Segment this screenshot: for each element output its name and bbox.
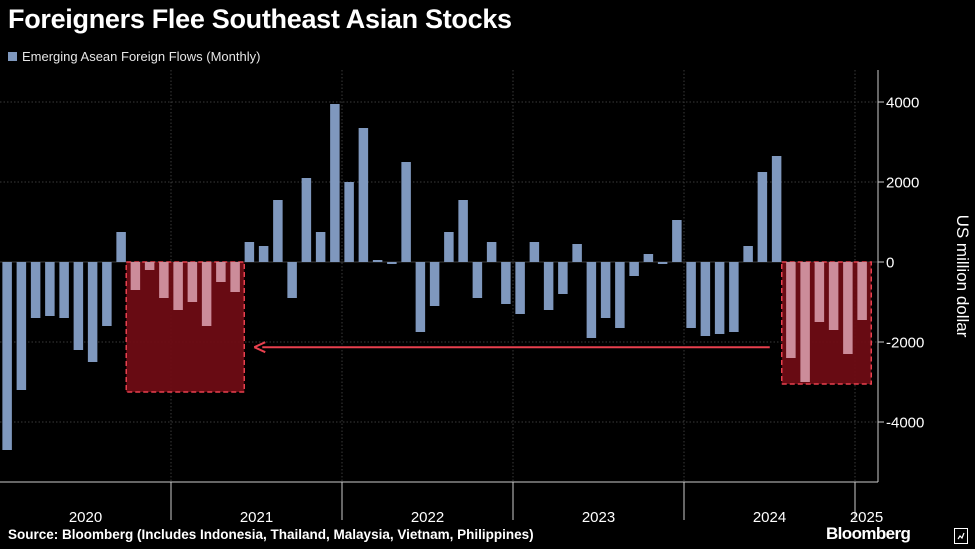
bar: [444, 232, 454, 262]
highlight-box: [781, 261, 872, 385]
bar: [828, 262, 839, 330]
bar: [358, 128, 369, 262]
y-tick-label: 0: [886, 255, 894, 272]
bar: [344, 182, 354, 262]
bar: [515, 262, 525, 314]
bar: [244, 242, 255, 262]
bar: [786, 262, 796, 358]
bar: [387, 262, 397, 264]
bloomberg-mark-icon: [954, 528, 968, 544]
x-year-label: 2022: [411, 509, 444, 526]
bars: [2, 104, 867, 450]
bar: [258, 246, 269, 262]
legend-swatch: [8, 52, 17, 61]
bar: [116, 232, 126, 262]
bar: [59, 262, 69, 318]
bar: [30, 262, 41, 318]
chart-title: Foreigners Flee Southeast Asian Stocks: [8, 4, 512, 34]
bar: [73, 262, 84, 350]
legend-label: Emerging Asean Foreign Flows (Monthly): [22, 49, 261, 64]
bar: [529, 242, 540, 262]
bar: [87, 262, 98, 362]
bar: [586, 262, 597, 338]
bar: [273, 200, 283, 262]
bar: [401, 162, 411, 262]
bar: [2, 262, 12, 450]
bar: [714, 262, 725, 334]
y-axis-label: US million dollar: [953, 215, 972, 338]
annotations: [253, 341, 770, 354]
x-year-label: 2023: [582, 509, 615, 526]
bar: [857, 262, 867, 320]
x-year-label: 2024: [753, 509, 786, 526]
bar: [743, 246, 753, 262]
bar: [429, 262, 440, 306]
bar: [543, 262, 554, 310]
x-year-label: 2021: [240, 509, 273, 526]
bar: [729, 262, 739, 332]
bar: [486, 242, 497, 262]
y-tick-label: 4000: [886, 95, 919, 112]
bar: [629, 262, 639, 276]
bar: [372, 260, 383, 262]
bar: [700, 262, 711, 336]
bar: [615, 262, 625, 328]
bar: [16, 262, 27, 390]
y-tick-label: 2000: [886, 175, 919, 192]
bar: [472, 262, 483, 298]
bar: [187, 262, 198, 302]
bar: [144, 262, 155, 270]
bar: [415, 262, 426, 332]
bar: [458, 200, 468, 262]
bar: [201, 262, 212, 326]
bar: [330, 104, 340, 262]
bar: [173, 262, 183, 310]
bar: [572, 244, 582, 262]
bar: [814, 262, 825, 322]
bar: [771, 156, 782, 262]
bar: [757, 172, 768, 262]
bar: [130, 262, 141, 290]
y-tick-label: -4000: [886, 415, 924, 432]
bar: [672, 220, 682, 262]
bar: [230, 262, 240, 292]
bar: [600, 262, 611, 318]
highlight-boxes: [125, 261, 872, 393]
bar: [800, 262, 810, 382]
bar: [558, 262, 568, 294]
bar: [102, 262, 112, 326]
bar: [159, 262, 169, 298]
highlight-box: [125, 261, 245, 393]
source-note: Source: Bloomberg (Includes Indonesia, T…: [8, 527, 534, 542]
bar: [216, 262, 226, 282]
bar: [315, 232, 326, 262]
bar: [843, 262, 853, 354]
bar: [643, 254, 654, 262]
axes: 4000 2000 0 -2000 -4000 US million dollar 2020…: [0, 70, 972, 526]
bar: [501, 262, 511, 304]
bar: [686, 262, 696, 328]
arrow-head-icon: [253, 341, 266, 354]
bar: [301, 178, 312, 262]
bloomberg-logo: Bloomberg: [826, 524, 911, 543]
bar: [287, 262, 297, 298]
legend: Emerging Asean Foreign Flows (Monthly): [8, 49, 260, 64]
bar: [657, 262, 668, 264]
bar: [45, 262, 55, 316]
x-year-label: 2025: [850, 509, 883, 526]
x-year-label: 2020: [69, 509, 102, 526]
y-tick-label: -2000: [886, 335, 924, 352]
